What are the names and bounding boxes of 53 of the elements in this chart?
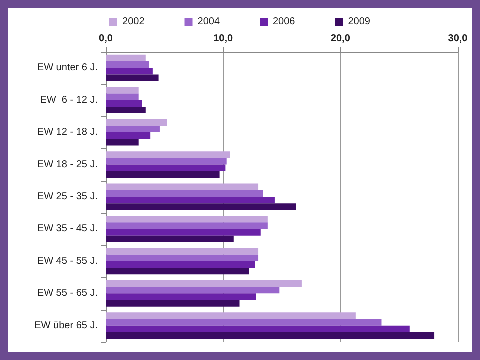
bar [106,287,280,294]
legend-label: 2009 [348,16,371,28]
bar [106,280,302,288]
bar [106,87,139,94]
bar [106,294,256,300]
legend-label: 2006 [273,16,296,28]
bar [106,197,275,204]
bar [106,164,226,172]
bar [106,74,159,82]
bar [106,312,356,320]
legend-label: 2002 [122,16,146,28]
x-tick-label: 20,0 [330,34,351,44]
legend-label: 2004 [198,16,220,28]
bar [106,222,268,230]
bar [106,254,259,262]
bar [106,68,153,75]
y-tick-label: EW über 65 J. [34,320,98,332]
y-tick-label: EW 25 - 35 J. [37,192,98,202]
y-tick-label: EW 18 - 25 J. [37,159,98,170]
x-tick-label: 10,0 [214,34,234,44]
y-tick-label: EW 55 - 65 J. [37,288,98,300]
bar [106,236,234,242]
x-tick-label: 0,0 [99,34,114,44]
bar [106,126,160,133]
x-tick-label: 30,0 [448,34,468,44]
bar [106,268,250,275]
bar [106,204,296,210]
bar [106,229,261,236]
y-tick-label: EW 6 - 12 J. [40,94,98,106]
bar [106,261,256,268]
bar [106,139,139,146]
y-tick-label: EW unter 6 J. [37,62,98,74]
bar [106,326,410,332]
bar [106,319,382,326]
bar [106,106,146,114]
bar [106,152,230,158]
bar [106,100,142,107]
bar [106,94,139,100]
bar [106,248,259,255]
bar [106,62,150,68]
y-tick-label: EW 12 - 18 J. [37,127,98,138]
bar [106,54,146,62]
y-tick-label: EW 45 - 55 J. [37,256,98,267]
bar [106,184,259,190]
bar [106,132,151,140]
bar [106,332,435,340]
bar [106,158,227,165]
bar [106,190,264,197]
bar [106,216,268,223]
y-tick-label: EW 35 - 45 J. [37,224,98,235]
bar [106,119,168,126]
bar [106,171,220,178]
bar [106,300,240,307]
